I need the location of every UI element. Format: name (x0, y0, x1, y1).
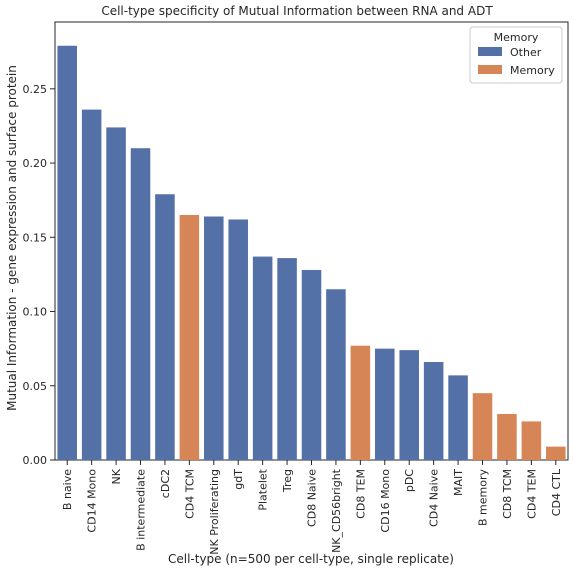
bar-nk (106, 127, 126, 461)
x-tick-label: CD8 Naive (306, 469, 319, 527)
x-tick-label: NK (110, 468, 123, 484)
bar-nk-cd56bright (326, 289, 346, 460)
bar-cd4-tcm (179, 215, 200, 460)
x-tick-label: CD4 TCM (183, 469, 196, 519)
y-tick-label: 0.25 (23, 83, 48, 96)
x-tick-label: Platelet (257, 468, 270, 510)
x-axis: B naive CD14 Mono NK B intermediate cDC2 CD4 … (61, 460, 563, 555)
x-tick-label: CD4 Naive (428, 469, 441, 527)
bar-gdt (228, 219, 248, 460)
bar-cd8-tem (350, 345, 371, 460)
bar-cd8-tcm (497, 413, 517, 460)
bar-cd4-naive (423, 362, 444, 460)
x-tick-label: cDC2 (159, 469, 172, 498)
bar-platelet (252, 256, 273, 460)
x-tick-label: CD14 Mono (86, 469, 99, 533)
x-tick-label: CD8 TCM (501, 469, 514, 519)
bar-b-intermediate (130, 148, 151, 461)
bar-treg (277, 258, 297, 460)
x-tick-label: B intermediate (135, 469, 148, 551)
bar-cd8-naive (301, 269, 322, 460)
y-tick-label: 0.05 (23, 380, 48, 393)
bar-b-memory (472, 393, 493, 460)
y-tick-label: 0.10 (23, 306, 48, 319)
x-tick-label: B naive (61, 469, 74, 510)
y-axis: 0.00 0.05 0.10 0.15 0.20 0.25 (23, 83, 55, 467)
x-tick-label: B memory (477, 469, 490, 526)
x-tick-label: NK Proliferating (208, 469, 221, 555)
y-axis-label: Mutual Information - gene expression and… (5, 65, 19, 411)
bar-cd14-mono (81, 109, 102, 460)
legend-swatch-other (478, 47, 502, 56)
bar-mait (448, 375, 468, 460)
bar-cd4-ctl (546, 446, 566, 460)
x-tick-label: NK_CD56bright (330, 468, 343, 553)
x-tick-label: CD16 Mono (379, 469, 392, 533)
bar-cdc2 (155, 194, 175, 460)
x-tick-label: Treg (281, 469, 294, 493)
legend-swatch-memory (478, 65, 502, 74)
x-tick-label: pDC (403, 469, 416, 492)
bars-group (57, 45, 566, 461)
legend-label-memory: Memory (510, 64, 555, 77)
legend-title: Memory (494, 31, 539, 44)
x-tick-label: gdT (232, 469, 245, 490)
legend-label-other: Other (510, 46, 542, 59)
y-tick-label: 0.20 (23, 157, 48, 170)
bar-b-naive (57, 45, 77, 461)
bar-cd4-tem (521, 421, 542, 460)
x-tick-label: CD4 CTL (550, 468, 563, 516)
bar-cd16-mono (375, 348, 395, 460)
bar-nk-proliferating (204, 216, 224, 460)
x-axis-label: Cell-type (n=500 per cell-type, single r… (168, 552, 454, 566)
x-tick-label: CD4 TEM (525, 469, 538, 519)
bar-pdc (399, 350, 419, 460)
legend: Memory Other Memory (469, 26, 563, 84)
chart-title: Cell-type specificity of Mutual Informat… (101, 4, 493, 18)
x-tick-label: MAIT (452, 469, 465, 496)
y-tick-label: 0.00 (23, 454, 48, 467)
x-tick-label: CD8 TEM (354, 469, 367, 519)
y-tick-label: 0.15 (23, 231, 48, 244)
